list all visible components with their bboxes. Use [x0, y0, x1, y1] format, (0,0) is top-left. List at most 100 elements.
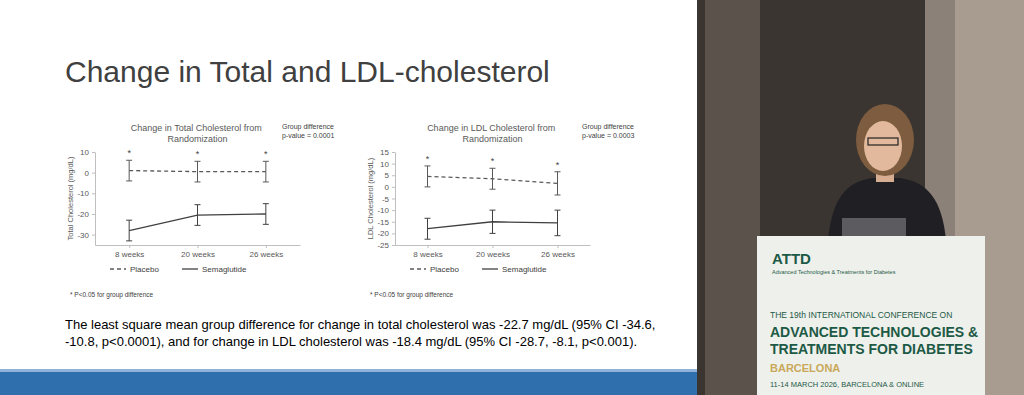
y-axis: -30 -20 -10 0 10 [77, 148, 95, 245]
tick: -25 [377, 241, 395, 250]
tick: -30 [77, 231, 95, 240]
annotation: Group difference [282, 123, 334, 131]
tick: -20 [377, 229, 395, 238]
tick: 26 weeks [541, 245, 575, 259]
tick-mark [392, 210, 395, 211]
banner-text: ADVANCED TECHNOLOGIES & [770, 324, 978, 340]
plot-area [425, 166, 561, 239]
tick-label: 26 weeks [249, 250, 283, 259]
tick-label: 0 [385, 183, 390, 192]
slide-band [0, 372, 697, 395]
text-line: Change in Total Cholesterol from [131, 123, 264, 133]
tick-mark [129, 245, 130, 248]
tick-label: -20 [377, 229, 389, 238]
legend-swatch [482, 268, 498, 269]
tick: 0 [85, 169, 95, 178]
tick: 20 weeks [476, 245, 510, 259]
tick-mark [92, 152, 95, 153]
tick-mark [558, 245, 559, 248]
tick: -5 [382, 195, 395, 204]
error-bar [490, 168, 496, 189]
significance: * [556, 160, 560, 170]
significance: * [127, 148, 131, 158]
tick: 26 weeks [249, 245, 283, 259]
legend-label: Semaglutide [202, 265, 247, 274]
tick-label: 20 weeks [476, 250, 510, 259]
legend: PlaceboSemaglutide [410, 265, 547, 274]
tick-label: -5 [382, 195, 390, 204]
error-bar [263, 204, 269, 225]
tick-mark [392, 187, 395, 188]
tick: -20 [77, 210, 95, 219]
tick: 20 weeks [181, 245, 215, 259]
chart: Change in Total Cholesterol from Randomi… [66, 123, 334, 299]
tick-mark [392, 222, 395, 223]
text-line: Change in LDL Cholesterol from [427, 123, 558, 133]
tick-label: 8 weeks [115, 250, 144, 259]
banner-text: Advanced Technologies & Treatments for D… [772, 269, 896, 275]
error-bar [126, 220, 132, 241]
annotation: Group difference [582, 123, 634, 131]
banner-text: THE 19th INTERNATIONAL CONFERENCE ON [770, 310, 952, 320]
tick-mark [92, 173, 95, 174]
error-bar [555, 210, 561, 236]
tick-mark [198, 245, 199, 248]
chart: Change in LDL Cholesterol from Randomiza… [366, 123, 634, 299]
tick: 8 weeks [413, 245, 442, 259]
significance: * [196, 149, 200, 159]
tick-mark [493, 245, 494, 248]
summary-text: The least square mean group difference f… [65, 317, 659, 349]
legend-swatch [110, 268, 126, 269]
tick-mark [92, 235, 95, 236]
axis-line [395, 153, 396, 246]
annotation: p-value = 0.0001 [282, 132, 334, 140]
tick-label: 8 weeks [413, 250, 442, 259]
banner-text: ATTD [772, 250, 811, 267]
footnote: * P<0.05 for group difference [70, 291, 154, 299]
tick-mark [392, 175, 395, 176]
tick-mark [392, 164, 395, 165]
chart-title: Change in LDL Cholesterol from Randomiza… [427, 123, 558, 144]
tick: 5 [385, 171, 395, 180]
x-axis: 8 weeks 20 weeks 26 weeks [96, 245, 301, 259]
significance: * [426, 154, 430, 164]
stage: ATTD Advanced Technologies & Treatments f… [697, 0, 1024, 395]
tick: 10 [80, 148, 95, 157]
legend-label: Placebo [130, 265, 159, 274]
tick-label: -25 [377, 241, 389, 250]
chart-title: Change in Total Cholesterol from Randomi… [131, 123, 264, 144]
tick-label: 15 [380, 148, 389, 157]
plot-area [126, 160, 269, 241]
presenter-hair [856, 104, 914, 176]
axis-title: Total Cholesterol (mg/dL) [66, 156, 75, 240]
axis-line [95, 153, 96, 246]
error-bar [195, 161, 201, 182]
tick: 15 [380, 148, 395, 157]
tick: -15 [377, 218, 395, 227]
tick-label: 26 weeks [541, 250, 575, 259]
banner-text: TREATMENTS FOR DIABETES [770, 341, 973, 357]
tick-mark [392, 245, 395, 246]
banner-text: BARCELONA [770, 362, 840, 374]
podium [757, 236, 985, 395]
tick-mark [392, 152, 395, 153]
error-bar [555, 172, 561, 195]
tick: 8 weeks [115, 245, 144, 259]
legend-label: Placebo [430, 265, 459, 274]
laptop [842, 218, 906, 238]
error-bar [263, 161, 269, 182]
slide-title: Change in Total and LDL-cholesterol [65, 55, 550, 88]
tick: 10 [380, 160, 395, 169]
tick: -10 [377, 206, 395, 215]
tick-label: -30 [77, 231, 89, 240]
presenter-body [828, 178, 946, 240]
presenter-glasses [868, 138, 898, 145]
text-line: -10.8, p<0.0001), and for change in LDL … [65, 334, 637, 349]
page: Change in Total and LDL-cholesterol The l… [0, 0, 1024, 395]
presenter-face [864, 121, 902, 171]
legend-swatch [182, 268, 198, 269]
tick-label: -10 [77, 189, 89, 198]
error-bar [425, 218, 431, 239]
banner-text: 11-14 MARCH 2026, BARCELONA & ONLINE [770, 380, 924, 389]
tick-label: -15 [377, 218, 389, 227]
